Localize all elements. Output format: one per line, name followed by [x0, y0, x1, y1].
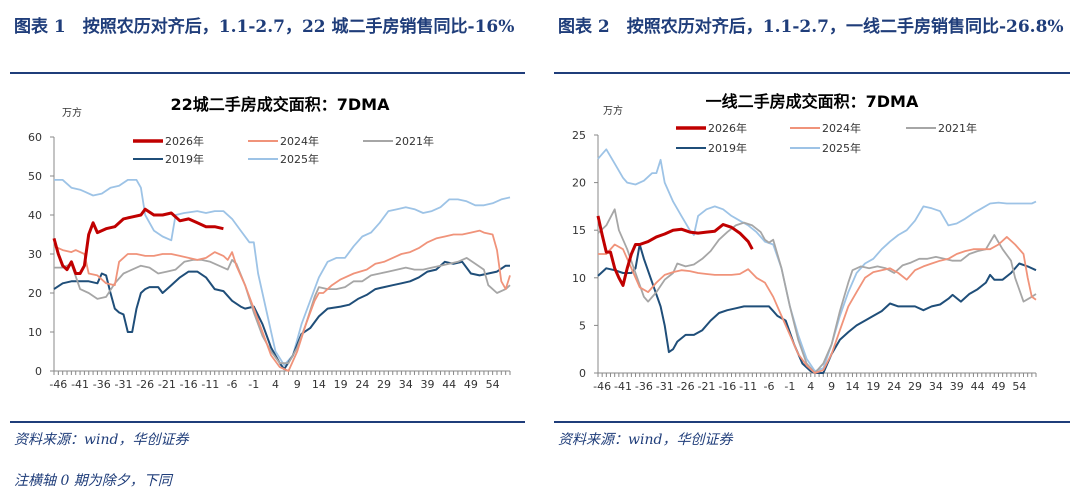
series-line-2019年: [53, 260, 510, 371]
legend-label: 2026年: [165, 134, 204, 148]
legend-label: 2019年: [165, 152, 204, 166]
y-tick-label: 0: [35, 365, 42, 378]
x-tick-label: -6: [227, 378, 238, 391]
x-tick-label: -11: [739, 380, 757, 393]
series-line-2025年: [54, 178, 511, 367]
legend-label: 2026年: [708, 121, 747, 135]
x-tick-label: -16: [180, 378, 198, 391]
y-tick-label: 50: [28, 170, 42, 183]
x-tick-label: 24: [887, 380, 901, 393]
series-line-2024年: [598, 235, 1037, 374]
x-tick-label: 34: [929, 380, 943, 393]
x-tick-label: -41: [614, 380, 632, 393]
x-tick-label: -41: [71, 378, 89, 391]
x-tick-label: 24: [355, 378, 369, 391]
legend-label: 2019年: [708, 141, 747, 155]
x-tick-label: -6: [764, 380, 775, 393]
y-axis-unit: 万方: [603, 104, 623, 117]
y-tick-label: 30: [28, 248, 42, 261]
source-text-2: 资料来源：wind，华创证券: [558, 432, 733, 448]
x-tick-label: 44: [442, 378, 456, 391]
x-tick-label: 29: [908, 380, 922, 393]
x-tick-label: 4: [807, 380, 814, 393]
x-tick-label: -31: [115, 378, 133, 391]
x-tick-label: -26: [677, 380, 695, 393]
x-tick-label: -46: [593, 380, 611, 393]
x-tick-label: -1: [248, 378, 259, 391]
x-tick-label: 34: [399, 378, 413, 391]
x-tick-label: 19: [334, 378, 348, 391]
series-line-2019年: [597, 243, 1037, 374]
x-tick-label: -36: [635, 380, 653, 393]
x-tick-label: 9: [828, 380, 835, 393]
caption-rule-1: [10, 72, 525, 74]
y-tick-label: 10: [572, 272, 586, 285]
x-tick-label: 54: [486, 378, 500, 391]
x-tick-label: 19: [866, 380, 880, 393]
legend-label: 2025年: [822, 141, 861, 155]
y-tick-label: 15: [572, 224, 586, 237]
series-line-2026年: [52, 207, 224, 275]
series-line-2026年: [596, 215, 754, 287]
y-tick-label: 5: [579, 319, 586, 332]
x-tick-label: -46: [49, 378, 67, 391]
y-tick-label: 10: [28, 326, 42, 339]
x-tick-label: -26: [136, 378, 154, 391]
axis-note: 注横轴 0 期为除夕，下同: [14, 473, 172, 489]
x-tick-label: 49: [991, 380, 1005, 393]
y-tick-label: 25: [572, 129, 586, 142]
series-line-2021年: [54, 256, 511, 365]
source-rule-2: [554, 421, 1070, 423]
x-tick-label: 9: [294, 378, 301, 391]
x-tick-label: 29: [377, 378, 391, 391]
y-tick-label: 20: [28, 287, 42, 300]
chart-title: 一线二手房成交面积：7DMA: [706, 92, 919, 111]
x-tick-label: -21: [697, 380, 715, 393]
x-tick-label: -31: [656, 380, 674, 393]
x-tick-label: 4: [272, 378, 279, 391]
legend-label: 2021年: [938, 121, 977, 135]
y-tick-label: 40: [28, 209, 42, 222]
chart-title: 22城二手房成交面积：7DMA: [171, 95, 391, 114]
y-tick-label: 0: [579, 367, 586, 380]
figure-caption-2: 图表 2 按照农历对齐后，1.1-2.7，一线二手房销售同比-26.8%: [558, 17, 1064, 37]
legend-label: 2024年: [822, 121, 861, 135]
x-tick-label: 44: [971, 380, 985, 393]
x-tick-label: 39: [420, 378, 434, 391]
y-tick-label: 20: [572, 177, 586, 190]
x-tick-label: 14: [845, 380, 859, 393]
y-tick-label: 60: [28, 131, 42, 144]
x-tick-label: -11: [201, 378, 219, 391]
x-tick-label: 39: [950, 380, 964, 393]
legend-label: 2021年: [395, 134, 434, 148]
x-tick-label: 14: [312, 378, 326, 391]
x-tick-label: -36: [93, 378, 111, 391]
x-tick-label: 49: [464, 378, 478, 391]
legend-label: 2025年: [280, 152, 319, 166]
series-line-2024年: [53, 229, 511, 372]
source-rule-1: [10, 421, 525, 423]
legend-label: 2024年: [280, 134, 319, 148]
source-text-1: 资料来源：wind，华创证券: [14, 432, 189, 448]
x-tick-label: -16: [718, 380, 736, 393]
x-tick-label: -1: [784, 380, 795, 393]
figure-caption-1: 图表 1 按照农历对齐后，1.1-2.7，22 城二手房销售同比-16%: [14, 17, 515, 37]
y-axis-unit: 万方: [62, 106, 82, 119]
x-tick-label: -21: [158, 378, 176, 391]
x-tick-label: 54: [1012, 380, 1026, 393]
caption-rule-2: [554, 72, 1070, 74]
series-line-2025年: [597, 148, 1037, 373]
